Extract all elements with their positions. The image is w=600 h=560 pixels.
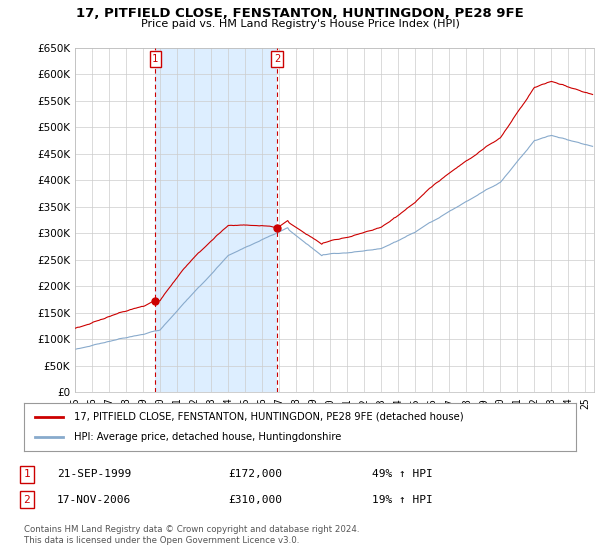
Text: 17-NOV-2006: 17-NOV-2006 (57, 494, 131, 505)
Text: Price paid vs. HM Land Registry's House Price Index (HPI): Price paid vs. HM Land Registry's House … (140, 19, 460, 29)
Text: 2: 2 (23, 494, 31, 505)
Text: 2: 2 (274, 54, 280, 64)
Text: 1: 1 (23, 469, 31, 479)
Text: 19% ↑ HPI: 19% ↑ HPI (372, 494, 433, 505)
Text: HPI: Average price, detached house, Huntingdonshire: HPI: Average price, detached house, Hunt… (74, 432, 341, 442)
Text: 1: 1 (152, 54, 158, 64)
Text: 17, PITFIELD CLOSE, FENSTANTON, HUNTINGDON, PE28 9FE (detached house): 17, PITFIELD CLOSE, FENSTANTON, HUNTINGD… (74, 412, 463, 422)
Bar (155, 48, 277, 392)
Text: 49% ↑ HPI: 49% ↑ HPI (372, 469, 433, 479)
Text: Contains HM Land Registry data © Crown copyright and database right 2024.
This d: Contains HM Land Registry data © Crown c… (24, 525, 359, 545)
Text: £310,000: £310,000 (228, 494, 282, 505)
Text: £172,000: £172,000 (228, 469, 282, 479)
Text: 21-SEP-1999: 21-SEP-1999 (57, 469, 131, 479)
Text: 17, PITFIELD CLOSE, FENSTANTON, HUNTINGDON, PE28 9FE: 17, PITFIELD CLOSE, FENSTANTON, HUNTINGD… (76, 7, 524, 20)
